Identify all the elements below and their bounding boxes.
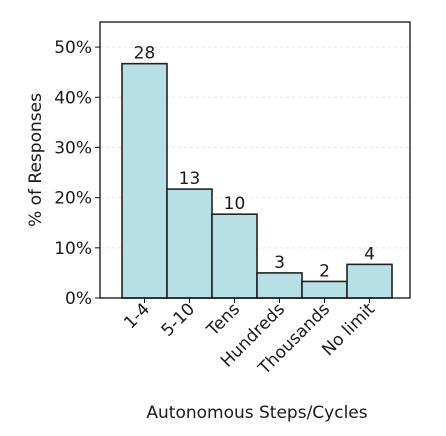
y-axis-ticks: 0% 10% 20% 30% 40% 50%	[54, 38, 100, 309]
data-labels: 28 13 10 3 2 4	[134, 44, 375, 282]
y-tick-label: 50%	[54, 38, 92, 58]
x-tick-label: Tens	[203, 299, 245, 341]
x-axis-title: Autonomous Steps/Cycles	[146, 403, 367, 423]
y-tick-label: 10%	[54, 239, 92, 259]
y-axis-title: % of Responses	[26, 93, 46, 227]
y-tick-label: 40%	[54, 88, 92, 108]
data-label: 4	[364, 244, 375, 264]
x-tick-label: 1-4	[120, 299, 154, 333]
y-tick-label: 0%	[65, 289, 92, 309]
bar-tens	[211, 213, 258, 299]
y-tick-label: 30%	[54, 138, 92, 158]
data-label: 10	[224, 194, 246, 214]
plot-frame	[99, 21, 411, 299]
grid-lines	[100, 46, 410, 249]
bar-1-4	[121, 62, 168, 299]
x-tick-label: 5-10	[158, 299, 199, 340]
bar-thousands	[301, 280, 348, 299]
bar-no-limit	[346, 263, 393, 299]
bar-5-10	[166, 188, 213, 299]
data-label: 3	[274, 253, 285, 273]
data-label: 2	[319, 261, 330, 281]
data-label: 28	[134, 44, 156, 64]
data-label: 13	[179, 169, 201, 189]
y-tick-label: 20%	[54, 189, 92, 209]
bars	[121, 62, 393, 299]
bar-hundreds	[256, 272, 303, 299]
